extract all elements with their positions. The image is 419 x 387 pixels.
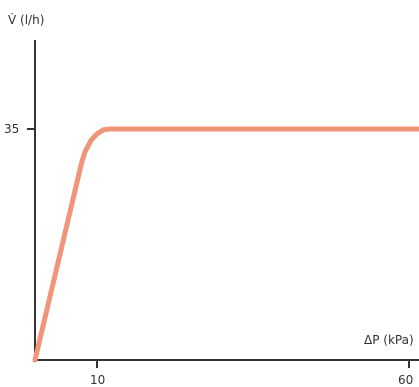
x-axis: 10 60 ΔP (kPa) — [34, 333, 419, 387]
y-axis: V̇ (l/h) 35 — [4, 13, 44, 361]
y-axis-label: V̇ (l/h) — [8, 13, 44, 27]
y-tick-label-35: 35 — [4, 122, 19, 136]
x-tick-label-60: 60 — [398, 373, 413, 387]
series-line — [32, 126, 419, 363]
x-axis-label: ΔP (kPa) — [364, 333, 414, 347]
plot-area — [32, 126, 419, 363]
x-tick-label-10: 10 — [90, 373, 105, 387]
